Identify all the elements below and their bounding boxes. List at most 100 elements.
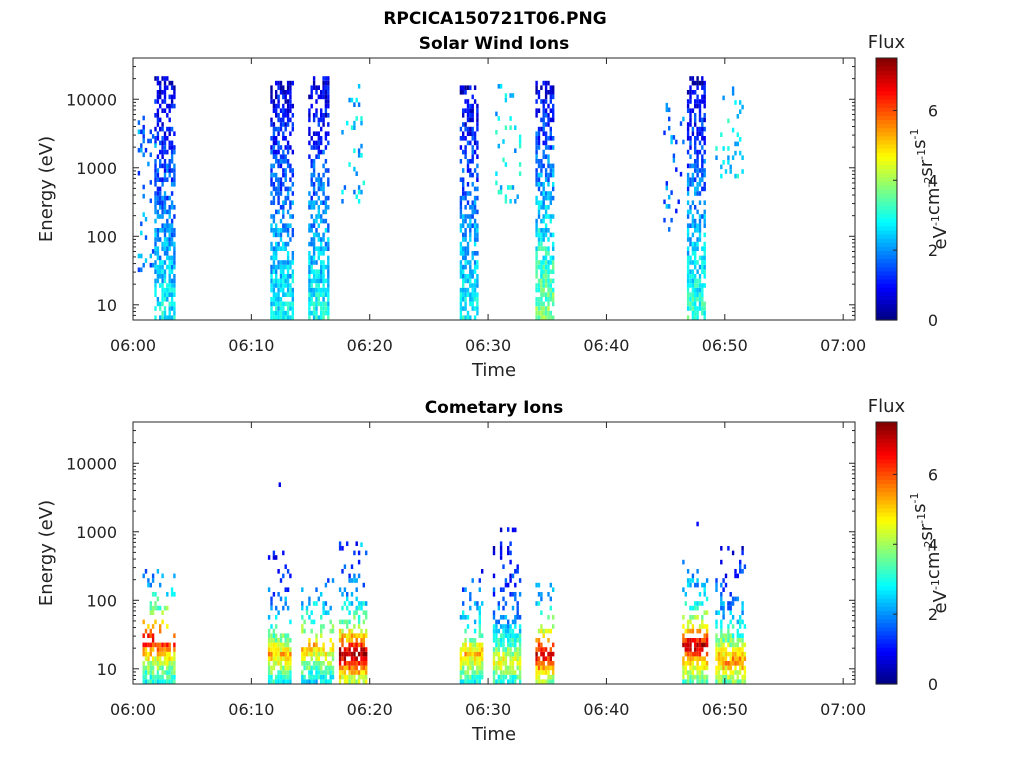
flux-cell	[552, 679, 555, 684]
flux-cell	[462, 601, 465, 606]
flux-cell	[286, 149, 290, 155]
flux-cell	[317, 596, 320, 602]
flux-cell	[170, 656, 174, 661]
flux-cell	[289, 283, 292, 288]
flux-cell	[286, 145, 290, 150]
flux-cell	[277, 241, 280, 247]
flux-cell	[682, 642, 685, 648]
flux-cell	[308, 670, 311, 675]
flux-cell	[727, 661, 730, 666]
flux-cell	[542, 278, 545, 284]
flux-cell	[492, 679, 496, 684]
flux-cell	[464, 85, 467, 90]
flux-cell	[324, 80, 328, 86]
flux-cell	[466, 168, 470, 173]
flux-cell	[691, 651, 695, 657]
flux-cell	[542, 306, 545, 311]
flux-cell	[163, 287, 167, 293]
flux-cell	[156, 246, 160, 251]
flux-cell	[312, 191, 316, 196]
flux-cell	[166, 661, 169, 666]
flux-cell	[544, 310, 548, 316]
flux-cell	[698, 592, 702, 597]
flux-cell	[689, 297, 692, 302]
flux-cell	[464, 237, 467, 242]
flux-cell	[286, 587, 290, 592]
flux-cell	[537, 145, 541, 150]
flux-cell	[324, 209, 328, 215]
flux-cell	[272, 647, 276, 652]
flux-cell	[275, 126, 278, 132]
flux-cell	[173, 679, 176, 684]
flux-cell	[511, 592, 515, 597]
flux-cell	[282, 656, 285, 661]
flux-cell	[289, 679, 292, 684]
flux-cell	[462, 283, 465, 288]
flux-cell	[464, 315, 467, 320]
flux-cell	[286, 269, 290, 274]
flux-cell	[320, 214, 323, 219]
flux-cell	[308, 108, 311, 113]
flux-cell	[272, 218, 276, 224]
flux-cell	[544, 306, 548, 311]
flux-cell	[270, 228, 273, 233]
flux-cell	[549, 260, 552, 265]
flux-cell	[142, 679, 145, 684]
flux-cell	[516, 656, 519, 661]
flux-cell	[703, 264, 706, 270]
flux-cell	[289, 94, 292, 100]
flux-cell	[338, 674, 342, 680]
flux-cell	[471, 301, 474, 307]
flux-cell	[322, 674, 325, 680]
flux-cell	[476, 264, 479, 270]
flux-cell	[497, 642, 500, 648]
flux-cell	[696, 638, 699, 643]
flux-cell	[305, 610, 309, 615]
flux-cell	[144, 569, 148, 574]
flux-cell	[159, 260, 162, 265]
flux-cell	[701, 117, 704, 123]
flux-cell	[270, 117, 273, 123]
flux-cell	[471, 269, 474, 274]
flux-cell	[715, 638, 718, 643]
flux-cell	[284, 310, 287, 316]
flux-cell	[703, 149, 706, 155]
flux-cell	[329, 651, 332, 657]
flux-cell	[502, 605, 505, 611]
flux-cell	[471, 578, 474, 583]
flux-cell	[173, 264, 176, 270]
flux-cell	[320, 200, 323, 205]
flux-cell	[159, 264, 162, 270]
flux-cell	[466, 159, 470, 164]
flux-cell	[168, 670, 171, 675]
flux-cell	[320, 292, 323, 297]
flux-cell	[338, 647, 342, 652]
flux-cell	[317, 154, 320, 159]
flux-cell	[466, 251, 470, 256]
flux-cell	[535, 149, 538, 155]
flux-cell	[686, 638, 690, 643]
flux-cell	[511, 661, 515, 666]
flux-cell	[502, 628, 505, 634]
flux-cell	[537, 306, 541, 311]
flux-cell	[279, 287, 283, 293]
flux-cell	[698, 301, 702, 307]
flux-cell	[149, 262, 152, 268]
flux-cell	[686, 619, 690, 625]
flux-cell	[535, 674, 538, 680]
flux-cell	[544, 122, 548, 127]
flux-cell	[703, 241, 706, 247]
flux-cell	[698, 679, 702, 684]
flux-cell	[731, 661, 735, 666]
flux-cell	[537, 209, 541, 215]
flux-cell	[727, 160, 730, 165]
flux-cell	[156, 274, 160, 279]
flux-cell	[308, 228, 311, 233]
flux-cell	[365, 674, 368, 680]
flux-cell	[469, 278, 472, 284]
flux-cell	[703, 186, 706, 192]
flux-cell	[464, 145, 467, 150]
flux-cell	[161, 209, 164, 215]
flux-cell	[731, 624, 735, 629]
flux-cell	[739, 559, 742, 565]
